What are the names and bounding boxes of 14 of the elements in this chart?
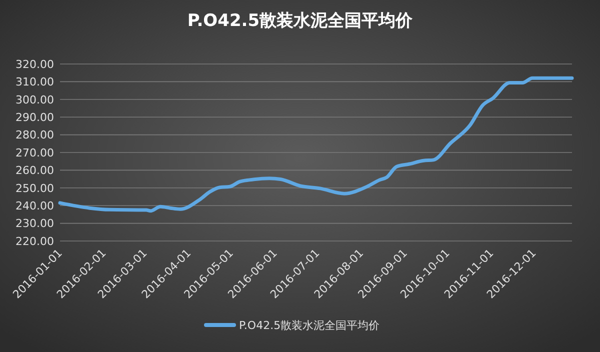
y-tick-label: 310.00 — [16, 76, 54, 89]
chart-title: P.O42.5散装水泥全国平均价 — [187, 11, 414, 31]
y-tick-label: 320.00 — [16, 58, 54, 71]
y-tick-label: 220.00 — [16, 234, 54, 248]
line-series — [58, 76, 574, 213]
y-tick-label: 240.00 — [16, 199, 54, 212]
y-tick-label: 260.00 — [16, 164, 54, 178]
y-tick-label: 280.00 — [16, 128, 54, 142]
y-tick-label: 300.00 — [16, 93, 54, 106]
y-tick-label: 270.00 — [16, 146, 54, 160]
y-tick-label: 290.00 — [16, 110, 54, 124]
legend-label: P.O42.5散装水泥全国平均价 — [239, 318, 380, 332]
y-tick-label: 230.00 — [16, 217, 54, 230]
y-tick-label: 250.00 — [16, 182, 54, 195]
